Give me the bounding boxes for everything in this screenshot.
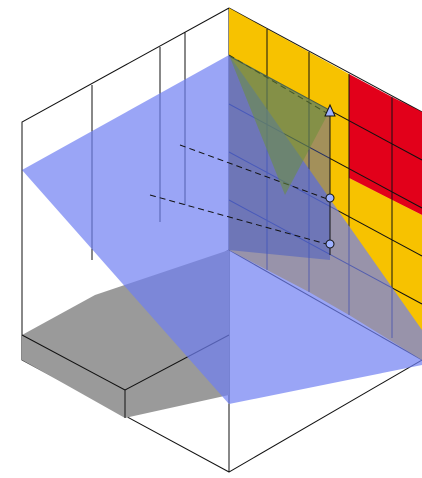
top-right-edge bbox=[228, 7, 422, 113]
dot-marker-icon bbox=[325, 193, 335, 203]
blue-plane bbox=[22, 55, 422, 404]
grid-column-4-red bbox=[349, 74, 392, 200]
dashed-line-3 bbox=[149, 194, 331, 246]
grid-column-5-red bbox=[392, 97, 422, 215]
dot-marker-icon bbox=[325, 239, 335, 249]
dashed-guides bbox=[149, 54, 331, 246]
dashed-line-2 bbox=[179, 144, 331, 201]
arrow-up-icon bbox=[324, 103, 336, 117]
indicator bbox=[324, 103, 336, 255]
intersection-wedge bbox=[229, 55, 330, 195]
